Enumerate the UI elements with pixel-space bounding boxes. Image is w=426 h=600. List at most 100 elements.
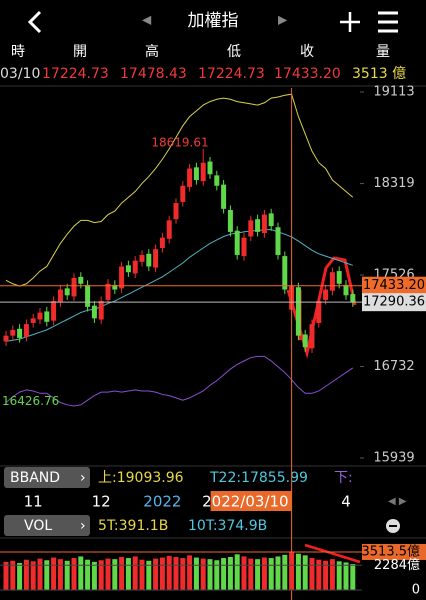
volume-bar (17, 562, 23, 590)
candle-body (329, 272, 335, 291)
candle-body (17, 328, 23, 338)
quote-header: 開 (73, 44, 87, 60)
candle-body (105, 283, 111, 300)
volume-bar (282, 554, 288, 590)
volume-bar (316, 559, 322, 590)
candle-body (3, 335, 9, 342)
quote-value: 17224.73 (42, 66, 109, 82)
candle-body (193, 167, 199, 181)
volume-bar (166, 555, 172, 590)
quote-value: 17478.43 (120, 66, 187, 82)
candle-body (302, 334, 308, 348)
volume-bar (200, 558, 206, 590)
low-label: 16426.76 (2, 394, 59, 408)
volume-bar (214, 560, 220, 590)
candle-body (343, 284, 349, 296)
quote-header: 高 (145, 43, 159, 60)
vol-label: VOL (24, 518, 52, 534)
volume-bar (193, 557, 199, 590)
volume-bar (159, 557, 165, 590)
volume-bar (37, 558, 43, 590)
quote-header: 收 (300, 44, 314, 60)
volume-bar (234, 554, 240, 590)
candle-body (187, 168, 193, 187)
volume-bar (336, 561, 342, 590)
volume-bar (153, 558, 159, 590)
vol-button[interactable] (4, 515, 90, 536)
volume-bar (44, 560, 50, 590)
volume-bar (275, 556, 281, 590)
volume-bar (255, 559, 261, 590)
zoom-arrows[interactable]: ◀ ▶ (388, 496, 407, 507)
volume-bar (329, 559, 335, 590)
volume-bar (10, 560, 16, 590)
candle-body (30, 318, 36, 323)
bband-lower: 下: (334, 470, 353, 486)
y-tick-label: 16732 (373, 359, 414, 374)
y-tick-label: 2284億 (374, 557, 420, 573)
volume-bar (146, 560, 152, 590)
quote-header: 低 (227, 44, 241, 60)
volume-bar (207, 559, 213, 590)
candle-body (132, 260, 138, 274)
bband-label: BBAND (10, 470, 60, 486)
candle-body (153, 249, 159, 268)
candle-body (282, 256, 288, 290)
candle-body (98, 301, 104, 320)
y-tick-label: 19113 (373, 85, 414, 100)
candle-body (309, 324, 315, 349)
candle-body (234, 230, 240, 255)
candle-body (51, 301, 57, 321)
volume-bar (132, 556, 138, 590)
candle-body (125, 265, 131, 273)
back-button[interactable] (27, 10, 42, 34)
volume-bar (343, 562, 349, 590)
candle-body (207, 161, 213, 175)
vol-tag (362, 543, 426, 560)
volume-bar (98, 560, 104, 590)
y-tick-label: 18319 (373, 176, 414, 191)
candle-body (146, 253, 152, 267)
candle-body (119, 266, 125, 289)
candle-body (85, 284, 91, 307)
candle-body (173, 203, 179, 220)
volume-bar (23, 559, 29, 590)
candle-body (350, 294, 356, 303)
candle-body (241, 237, 247, 257)
price-tag-label: 17433.20 (363, 278, 425, 293)
candle-body (23, 324, 29, 337)
x-tick-label: 2022/03/10 (202, 493, 288, 511)
candle-body (159, 237, 165, 249)
middle-band (5, 229, 353, 342)
candle-body (57, 289, 63, 303)
high-label: 18619.61 (151, 135, 208, 149)
candle-body (37, 312, 43, 320)
candle-body (275, 227, 281, 255)
bband-button[interactable] (4, 467, 90, 488)
chevron: › (80, 518, 86, 534)
x-tick-label: 12 (92, 493, 111, 511)
volume-bar (227, 556, 233, 590)
x-tick-label: 11 (24, 493, 43, 511)
candle-body (336, 271, 342, 284)
candle-body (200, 162, 206, 182)
volume-bar (323, 560, 329, 590)
add-button[interactable] (340, 12, 360, 32)
volume-bar (78, 556, 84, 590)
price-tag (362, 293, 426, 312)
candle-body (261, 214, 267, 234)
price-tag-label: 17290.36 (363, 295, 425, 310)
volume-bar (187, 555, 193, 590)
volume-bar (51, 557, 57, 590)
prev-arrow[interactable]: ◀ (142, 13, 152, 27)
candle-body (323, 289, 329, 300)
quote-value: 17224.73 (198, 66, 265, 82)
selected-date-bg (210, 491, 292, 511)
volume-bar (30, 561, 36, 590)
menu-button[interactable] (378, 11, 398, 33)
bband-upper: 上:19093.96 (98, 470, 184, 486)
next-arrow[interactable]: ▶ (278, 13, 288, 27)
volume-bar (91, 561, 97, 590)
chevron: › (80, 470, 86, 486)
